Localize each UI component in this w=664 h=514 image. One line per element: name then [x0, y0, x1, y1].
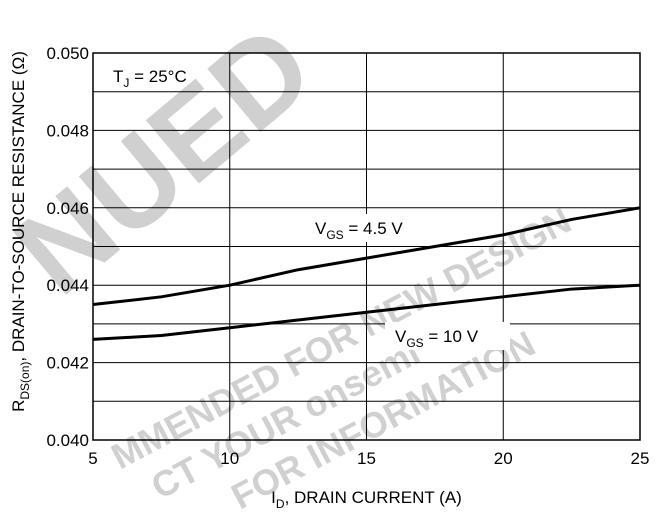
label-bg [305, 214, 440, 242]
x-axis-label-main: I [271, 488, 276, 507]
y-tick-label: 0.048 [46, 121, 89, 140]
series-label-main: V [395, 327, 407, 346]
annotation-main: T [113, 67, 123, 86]
series-label-sub: GS [406, 336, 423, 350]
series-line [92, 206, 641, 307]
y-axis-label: RDS(on), DRAIN-TO-SOURCE RESISTANCE (Ω) [9, 51, 32, 412]
series-label-rest: = 4.5 V [344, 219, 404, 238]
y-axis-label-rest: , DRAIN-TO-SOURCE RESISTANCE (Ω) [9, 51, 28, 362]
plot-frame [92, 52, 641, 441]
series-line [92, 283, 641, 341]
series-label: VGS = 10 V [395, 327, 479, 350]
series-label-sub: GS [326, 228, 343, 242]
x-axis-label-rest: , DRAIN CURRENT (A) [285, 488, 462, 507]
x-axis-label: ID, DRAIN CURRENT (A) [271, 488, 462, 511]
y-tick-label: 0.042 [46, 354, 89, 373]
annotation: TJ = 25°C [113, 67, 187, 90]
x-tick-label: 25 [631, 449, 650, 468]
x-tick-label: 5 [88, 449, 97, 468]
series-label: VGS = 4.5 V [315, 219, 403, 242]
series-label-main: V [315, 219, 327, 238]
y-tick-label: 0.046 [46, 199, 89, 218]
annotation-rest: = 25°C [129, 67, 186, 86]
x-tick-label: 10 [220, 449, 239, 468]
series-label-rest: = 10 V [424, 327, 479, 346]
x-tick-label: 15 [357, 449, 376, 468]
x-axis-label-sub: D [276, 497, 285, 511]
y-axis-label-sub: DS(on) [18, 362, 32, 400]
x-tick-label: 20 [494, 449, 513, 468]
annotation-sub: J [123, 76, 129, 90]
y-axis-label-main: R [9, 400, 28, 412]
y-tick-label: 0.040 [46, 431, 89, 450]
label-bg [385, 322, 510, 350]
y-tick-label: 0.044 [46, 276, 89, 295]
y-tick-label: 0.050 [46, 44, 89, 63]
